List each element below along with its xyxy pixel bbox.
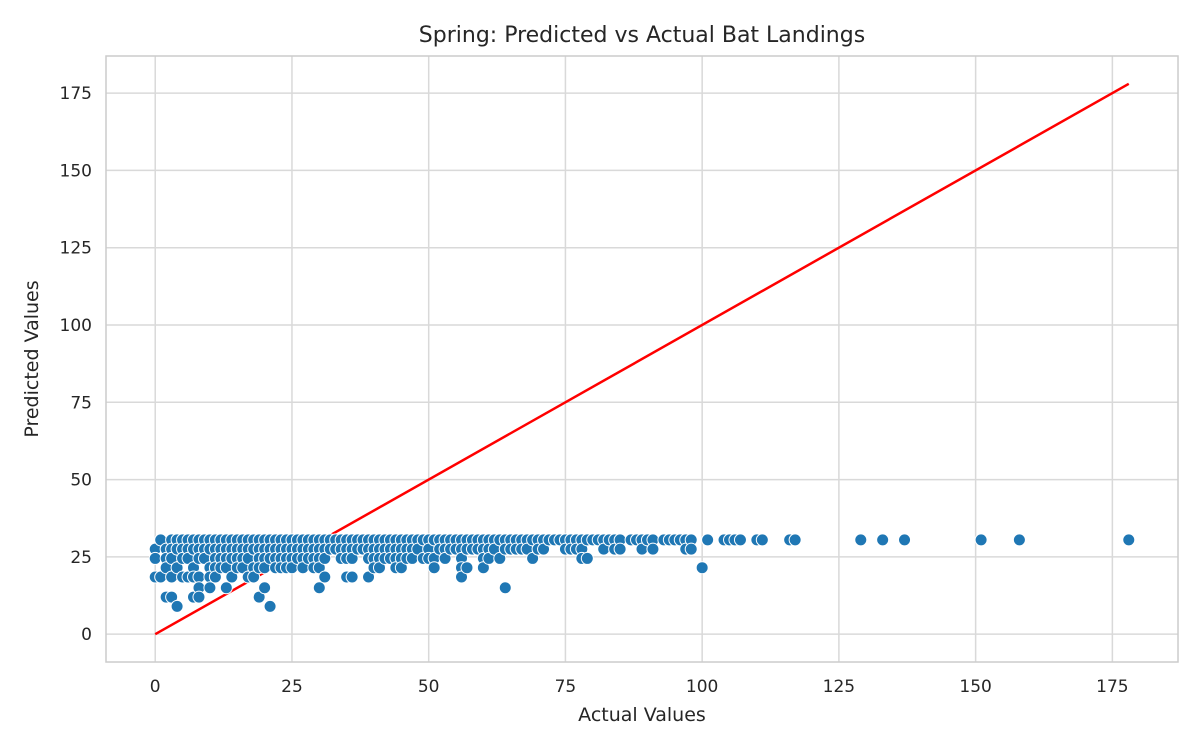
data-point (1122, 533, 1136, 547)
data-point (258, 581, 272, 595)
data-point (192, 570, 206, 584)
y-tick-label: 100 (60, 316, 92, 336)
data-point (460, 561, 474, 575)
data-point (684, 542, 698, 556)
data-point (854, 533, 868, 547)
y-tick-labels: 0 25 50 75 100 125 150 175 (60, 84, 92, 645)
x-tick-label: 150 (959, 677, 991, 697)
x-tick-label: 50 (418, 677, 440, 697)
data-point (788, 533, 802, 547)
y-tick-label: 50 (70, 471, 92, 491)
y-tick-label: 25 (70, 548, 92, 568)
data-point (580, 551, 594, 565)
grid-lines (106, 56, 1178, 662)
data-point (148, 551, 162, 565)
data-point (312, 581, 326, 595)
data-point (1012, 533, 1026, 547)
y-axis-label: Predicted Values (21, 280, 43, 437)
y-tick-label: 75 (70, 393, 92, 413)
data-point (733, 533, 747, 547)
x-tick-label: 175 (1096, 677, 1128, 697)
data-point (263, 599, 277, 613)
data-point (755, 533, 769, 547)
data-point (695, 561, 709, 575)
plot-frame (105, 55, 1179, 663)
x-axis-label: Actual Values (578, 704, 706, 726)
data-point (427, 561, 441, 575)
data-point (170, 599, 184, 613)
chart-title: Spring: Predicted vs Actual Bat Landings (419, 23, 865, 48)
y-tick-label: 175 (60, 84, 92, 104)
x-tick-labels: 0 25 50 75 100 125 150 175 (150, 677, 1129, 697)
x-tick-label: 125 (823, 677, 855, 697)
y-tick-label: 125 (60, 239, 92, 259)
x-tick-label: 25 (281, 677, 303, 697)
data-point (613, 542, 627, 556)
data-point (498, 581, 512, 595)
y-tick-label: 0 (81, 625, 92, 645)
data-point (701, 533, 715, 547)
data-point (646, 542, 660, 556)
x-tick-label: 0 (150, 677, 161, 697)
x-tick-label: 100 (686, 677, 718, 697)
data-point (974, 533, 988, 547)
data-point (876, 533, 890, 547)
data-points (148, 533, 1136, 613)
data-point (898, 533, 912, 547)
data-point (345, 570, 359, 584)
data-point (192, 590, 206, 604)
data-point (219, 581, 233, 595)
data-point (203, 581, 217, 595)
y-tick-label: 150 (60, 161, 92, 181)
data-point (318, 570, 332, 584)
x-tick-label: 75 (555, 677, 577, 697)
